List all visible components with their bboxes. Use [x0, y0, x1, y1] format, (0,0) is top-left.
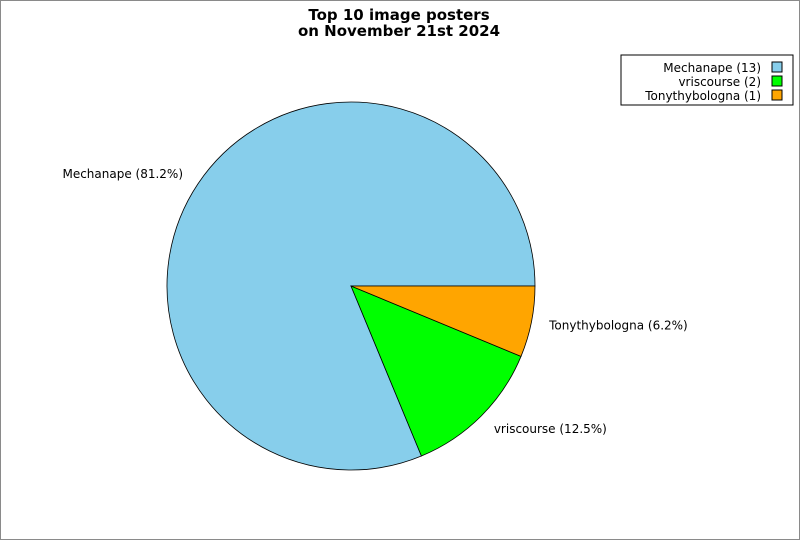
legend-swatch-vriscourse [771, 75, 783, 87]
pie-slice-vriscourse [350, 285, 522, 457]
legend-label-tonythybologna: Tonythybologna (1) [644, 89, 761, 103]
chart-title-line-1: Top 10 image posters [308, 6, 489, 24]
slice-label-mechanape: Mechanape (81.2%) [62, 167, 183, 181]
pie-slice-labels: Mechanape (81.2%) vriscourse (12.5%) Tonyt… [62, 167, 687, 436]
chart-title-line-2: on November 21st 2024 [298, 22, 500, 40]
legend-box [620, 54, 794, 106]
legend-swatch-tonythybologna [771, 89, 783, 101]
slice-label-vriscourse: vriscourse (12.5%) [494, 422, 607, 436]
legend: Mechanape (13)vriscourse (2)Tonythybolog… [620, 54, 794, 106]
legend-label-mechanape: Mechanape (13) [663, 61, 761, 75]
legend-swatch-mechanape [771, 61, 783, 73]
pie-slices [166, 101, 536, 471]
legend-label-vriscourse: vriscourse (2) [678, 75, 761, 89]
pie-slice-tonythybologna [350, 285, 536, 357]
slice-label-tonythybologna: Tonythybologna (6.2%) [548, 318, 688, 332]
